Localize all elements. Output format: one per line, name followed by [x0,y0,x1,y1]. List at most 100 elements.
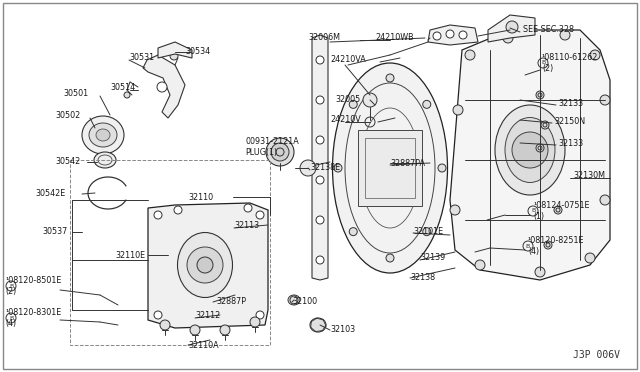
Text: 32138E: 32138E [310,163,340,171]
Circle shape [544,241,552,249]
Text: 24210V: 24210V [330,115,361,125]
Text: B: B [9,283,13,289]
Ellipse shape [96,129,110,141]
Circle shape [600,95,610,105]
Text: 32100: 32100 [292,298,317,307]
Text: 32133: 32133 [558,138,583,148]
Text: 32006M: 32006M [308,33,340,42]
Circle shape [506,21,518,33]
Circle shape [590,50,600,60]
Circle shape [174,206,182,214]
Circle shape [300,160,316,176]
Text: 32101E: 32101E [413,227,443,235]
Circle shape [316,96,324,104]
Circle shape [157,82,167,92]
Bar [358,130,422,206]
Text: SEE SEC.328: SEE SEC.328 [523,26,574,35]
Circle shape [512,132,548,168]
Circle shape [585,253,595,263]
Text: 32103: 32103 [330,326,355,334]
Text: 32005: 32005 [335,96,360,105]
Circle shape [334,164,342,172]
Ellipse shape [82,116,124,154]
Polygon shape [148,203,268,328]
Circle shape [535,267,545,277]
Text: B: B [531,208,535,214]
Circle shape [316,56,324,64]
Circle shape [386,74,394,82]
Text: 30537: 30537 [42,228,67,237]
Text: 30501: 30501 [63,89,88,97]
Circle shape [316,256,324,264]
Text: 32130M: 32130M [573,171,605,180]
Text: J3P 006V: J3P 006V [573,350,620,360]
Text: 30502: 30502 [55,110,80,119]
Text: B: B [526,244,530,248]
Circle shape [438,164,446,172]
Ellipse shape [89,123,117,147]
Circle shape [554,206,562,214]
Circle shape [386,254,394,262]
Circle shape [453,105,463,115]
Text: ¹08120-8501E
(2): ¹08120-8501E (2) [5,276,61,296]
Circle shape [423,100,431,108]
Circle shape [197,257,213,273]
Circle shape [536,144,544,152]
Circle shape [316,216,324,224]
Circle shape [465,50,475,60]
Circle shape [446,30,454,38]
Circle shape [450,205,460,215]
Text: 32887P: 32887P [216,298,246,307]
Circle shape [363,93,377,107]
Text: 32110A: 32110A [188,340,219,350]
Ellipse shape [505,118,555,183]
Text: 32110: 32110 [188,192,213,202]
Text: ¹08120-8251E
(4): ¹08120-8251E (4) [528,236,584,256]
Polygon shape [158,42,192,58]
Text: 32150N: 32150N [554,116,585,125]
Polygon shape [143,55,185,118]
Circle shape [154,311,162,319]
Circle shape [154,211,162,219]
Text: 32139: 32139 [420,253,445,263]
Circle shape [536,91,544,99]
Text: 32113: 32113 [234,221,259,231]
Text: 30542E: 30542E [35,189,65,199]
Circle shape [433,32,441,40]
Circle shape [560,30,570,40]
Ellipse shape [94,152,116,168]
Bar [365,138,415,198]
Circle shape [423,228,431,235]
Circle shape [220,325,230,335]
Circle shape [600,195,610,205]
Text: B: B [541,61,545,65]
Polygon shape [428,25,478,45]
Circle shape [503,33,513,43]
Circle shape [250,317,260,327]
Polygon shape [488,15,535,42]
Text: 00931-2121A
PLUG(1): 00931-2121A PLUG(1) [245,137,299,157]
Circle shape [190,325,200,335]
Polygon shape [312,35,328,280]
Circle shape [541,121,549,129]
Text: ¹08120-8301E
(4): ¹08120-8301E (4) [5,308,61,328]
Ellipse shape [333,63,447,273]
Ellipse shape [310,318,326,332]
Circle shape [256,211,264,219]
Text: 32110E: 32110E [115,250,145,260]
Circle shape [316,136,324,144]
Text: B: B [9,315,13,321]
Circle shape [256,311,264,319]
Circle shape [349,100,357,108]
Circle shape [124,92,130,98]
Text: 30542: 30542 [55,157,80,167]
Circle shape [266,138,294,166]
Text: ¹08124-0751E
(1): ¹08124-0751E (1) [533,201,589,221]
Circle shape [349,228,357,235]
Text: 32112: 32112 [195,311,220,321]
Text: 32887PA: 32887PA [390,158,425,167]
Circle shape [475,260,485,270]
Text: 32133: 32133 [558,99,583,108]
Text: 24210WB: 24210WB [375,33,413,42]
Circle shape [316,176,324,184]
